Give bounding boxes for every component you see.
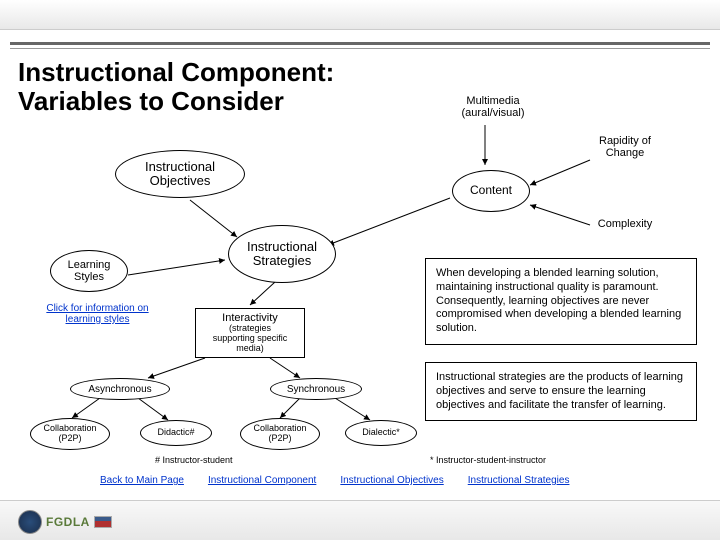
footer-links: Back to Main Page Instructional Componen… bbox=[100, 475, 700, 486]
node-text: Learning Styles bbox=[68, 259, 111, 283]
node-didactic: Didactic# bbox=[140, 420, 212, 446]
node-collaboration-right: Collaboration (P2P) bbox=[240, 418, 320, 450]
node-asynchronous: Asynchronous bbox=[70, 378, 170, 400]
node-synchronous: Synchronous bbox=[270, 378, 362, 400]
node-instructional-objectives: Instructional Objectives bbox=[115, 150, 245, 198]
node-learning-styles: Learning Styles bbox=[50, 250, 128, 292]
top-bar bbox=[0, 0, 720, 30]
page-title: Instructional Component: Variables to Co… bbox=[18, 58, 334, 115]
node-content: Content bbox=[452, 170, 530, 212]
footer-link-strategies[interactable]: Instructional Strategies bbox=[468, 475, 570, 486]
node-dialectic: Dialectic* bbox=[345, 420, 417, 446]
interactivity-sub: (strategies supporting specific media) bbox=[200, 324, 300, 354]
textbox-content: When developing a blended learning solut… bbox=[436, 267, 681, 334]
textbox-content: Instructional strategies are the product… bbox=[436, 371, 683, 411]
footer-link-objectives[interactable]: Instructional Objectives bbox=[340, 475, 443, 486]
logo: FGDLA bbox=[18, 510, 112, 534]
footer-link-back[interactable]: Back to Main Page bbox=[100, 475, 184, 486]
node-collaboration-left: Collaboration (P2P) bbox=[30, 418, 110, 450]
footnote-hash: # Instructor-student bbox=[155, 455, 233, 465]
node-text: Dialectic* bbox=[362, 428, 400, 438]
textbox-strategies: Instructional strategies are the product… bbox=[425, 362, 697, 421]
header-rule-2 bbox=[10, 48, 710, 49]
link-text: Click for information on learning styles bbox=[46, 303, 148, 325]
node-text: Collaboration (P2P) bbox=[253, 424, 306, 444]
label-multimedia: Multimedia (aural/visual) bbox=[448, 95, 538, 119]
node-text: Synchronous bbox=[287, 384, 345, 395]
label-text: Multimedia (aural/visual) bbox=[462, 95, 525, 119]
footer-link-component[interactable]: Instructional Component bbox=[208, 475, 316, 486]
label-text: Rapidity of Change bbox=[599, 135, 651, 159]
node-text: Instructional Strategies bbox=[247, 240, 317, 269]
title-line1: Instructional Component: bbox=[18, 57, 334, 87]
logo-flag-icon bbox=[94, 516, 112, 528]
box-interactivity: Interactivity (strategies supporting spe… bbox=[195, 308, 305, 358]
textbox-quality: When developing a blended learning solut… bbox=[425, 258, 697, 345]
label-rapidity: Rapidity of Change bbox=[585, 135, 665, 159]
logo-text: FGDLA bbox=[46, 515, 90, 529]
logo-seal-icon bbox=[18, 510, 42, 534]
label-complexity: Complexity bbox=[585, 218, 665, 230]
link-learning-styles[interactable]: Click for information on learning styles bbox=[40, 303, 155, 325]
title-line2: Variables to Consider bbox=[18, 86, 284, 116]
node-text: Asynchronous bbox=[88, 384, 151, 395]
label-text: Complexity bbox=[598, 218, 652, 230]
node-text: Didactic# bbox=[157, 428, 194, 438]
header-rule-1 bbox=[10, 42, 710, 45]
node-instructional-strategies: Instructional Strategies bbox=[228, 225, 336, 283]
node-text: Instructional Objectives bbox=[145, 160, 215, 189]
footnote-star: * Instructor-student-instructor bbox=[430, 455, 546, 465]
node-text: Collaboration (P2P) bbox=[43, 424, 96, 444]
node-text: Content bbox=[470, 184, 512, 197]
